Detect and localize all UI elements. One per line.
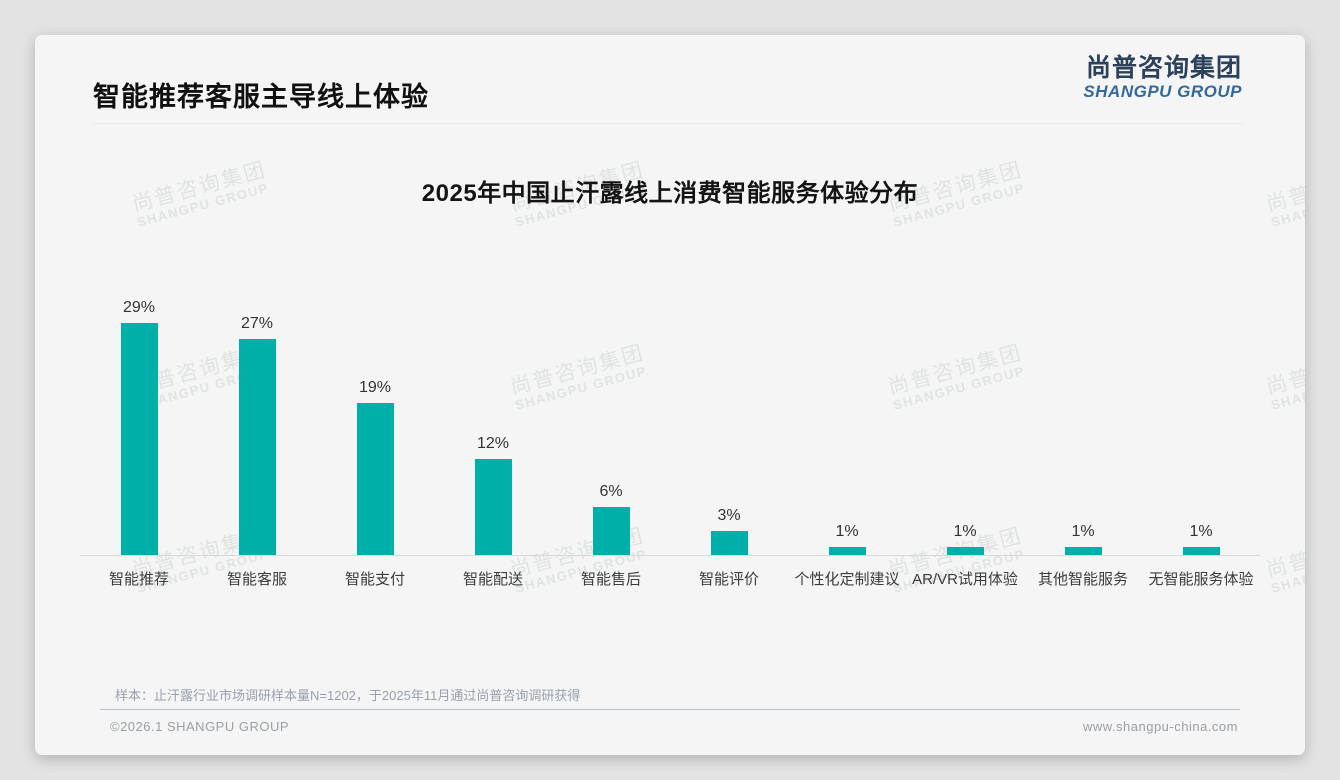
bar-value-label: 19%: [358, 379, 392, 396]
logo-chinese-text: 尚普咨询集团: [1085, 54, 1242, 82]
header-divider: [93, 123, 1243, 124]
category-axis-labels: 智能推荐 智能客服 智能支付 智能配送 智能售后 智能评价 个性化定制建议 AR/VR试用体验…: [80, 568, 1260, 589]
slide-card: 尚普咨询集团 SHANGPU GROUP 尚普咨询集团 SHANGPU GROUP 尚普…: [35, 35, 1305, 755]
bar-value-label: 1%: [1189, 523, 1213, 540]
category-label: 智能配送: [462, 571, 523, 588]
bar-column: 6%: [552, 483, 670, 555]
bar-value-label: 3%: [717, 507, 741, 524]
bar-chart-plot: 29% 27% 19% 12% 6% 3% 1% 1% 1% 1%: [80, 285, 1260, 555]
bar-column: 12%: [434, 435, 552, 555]
category-label: 智能客服: [226, 571, 287, 588]
bar-value-label: 1%: [1071, 523, 1095, 540]
bar: [1182, 547, 1220, 555]
watermark-chinese: 尚普咨询集团: [1263, 524, 1305, 583]
bar-value-label: 29%: [122, 299, 156, 316]
category-label: 智能推荐: [108, 571, 169, 588]
bar-column: 29%: [80, 299, 198, 555]
bar-value-label: 1%: [953, 523, 977, 540]
copyright-text: ©2026.1 SHANGPU GROUP: [110, 719, 290, 734]
bar: [828, 547, 866, 555]
bar-value-label: 12%: [476, 435, 510, 452]
watermark-english: SHANGPU GROUP: [1269, 546, 1305, 596]
x-axis-line: [80, 555, 1260, 556]
bar-value-label: 27%: [240, 315, 274, 332]
company-logo: 尚普咨询集团 SHANGPU GROUP: [1083, 54, 1242, 101]
watermark-chinese: 尚普咨询集团: [1263, 341, 1305, 400]
watermark-english: SHANGPU GROUP: [1269, 363, 1305, 413]
bar: [356, 403, 394, 555]
bar: [474, 459, 512, 555]
sample-footnote: 样本：止汗露行业市场调研样本量N=1202，于2025年11月通过尚普咨询调研获…: [115, 688, 581, 703]
bar-value-label: 6%: [599, 483, 623, 500]
footer-divider: [100, 709, 1240, 710]
bar-value-label: 1%: [835, 523, 859, 540]
bar: [120, 323, 158, 555]
bar: [1064, 547, 1102, 555]
category-label: 智能评价: [698, 571, 759, 588]
bar-column: 19%: [316, 379, 434, 555]
category-label: 其他智能服务: [1037, 571, 1128, 588]
bar: [710, 531, 748, 555]
category-label: AR/VR试用体验: [912, 571, 1018, 588]
bar: [592, 507, 630, 555]
bar-column: 3%: [670, 507, 788, 555]
bar: [238, 339, 276, 555]
chart-title: 2025年中国止汗露线上消费智能服务体验分布: [421, 180, 919, 207]
category-label: 智能支付: [344, 571, 405, 588]
category-label: 智能售后: [580, 571, 641, 588]
bar-column: 1%: [788, 523, 906, 555]
logo-english-text: SHANGPU GROUP: [1083, 81, 1242, 101]
bar-column: 1%: [1024, 523, 1142, 555]
category-label: 个性化定制建议: [794, 571, 900, 588]
website-url: www.shangpu-china.com: [1082, 719, 1238, 734]
bar-column: 27%: [198, 315, 316, 555]
bar-column: 1%: [1142, 523, 1260, 555]
bar: [946, 547, 984, 555]
bar-column: 1%: [906, 523, 1024, 555]
category-label: 无智能服务体验: [1148, 571, 1254, 588]
page-title: 智能推荐客服主导线上体验: [93, 82, 429, 112]
